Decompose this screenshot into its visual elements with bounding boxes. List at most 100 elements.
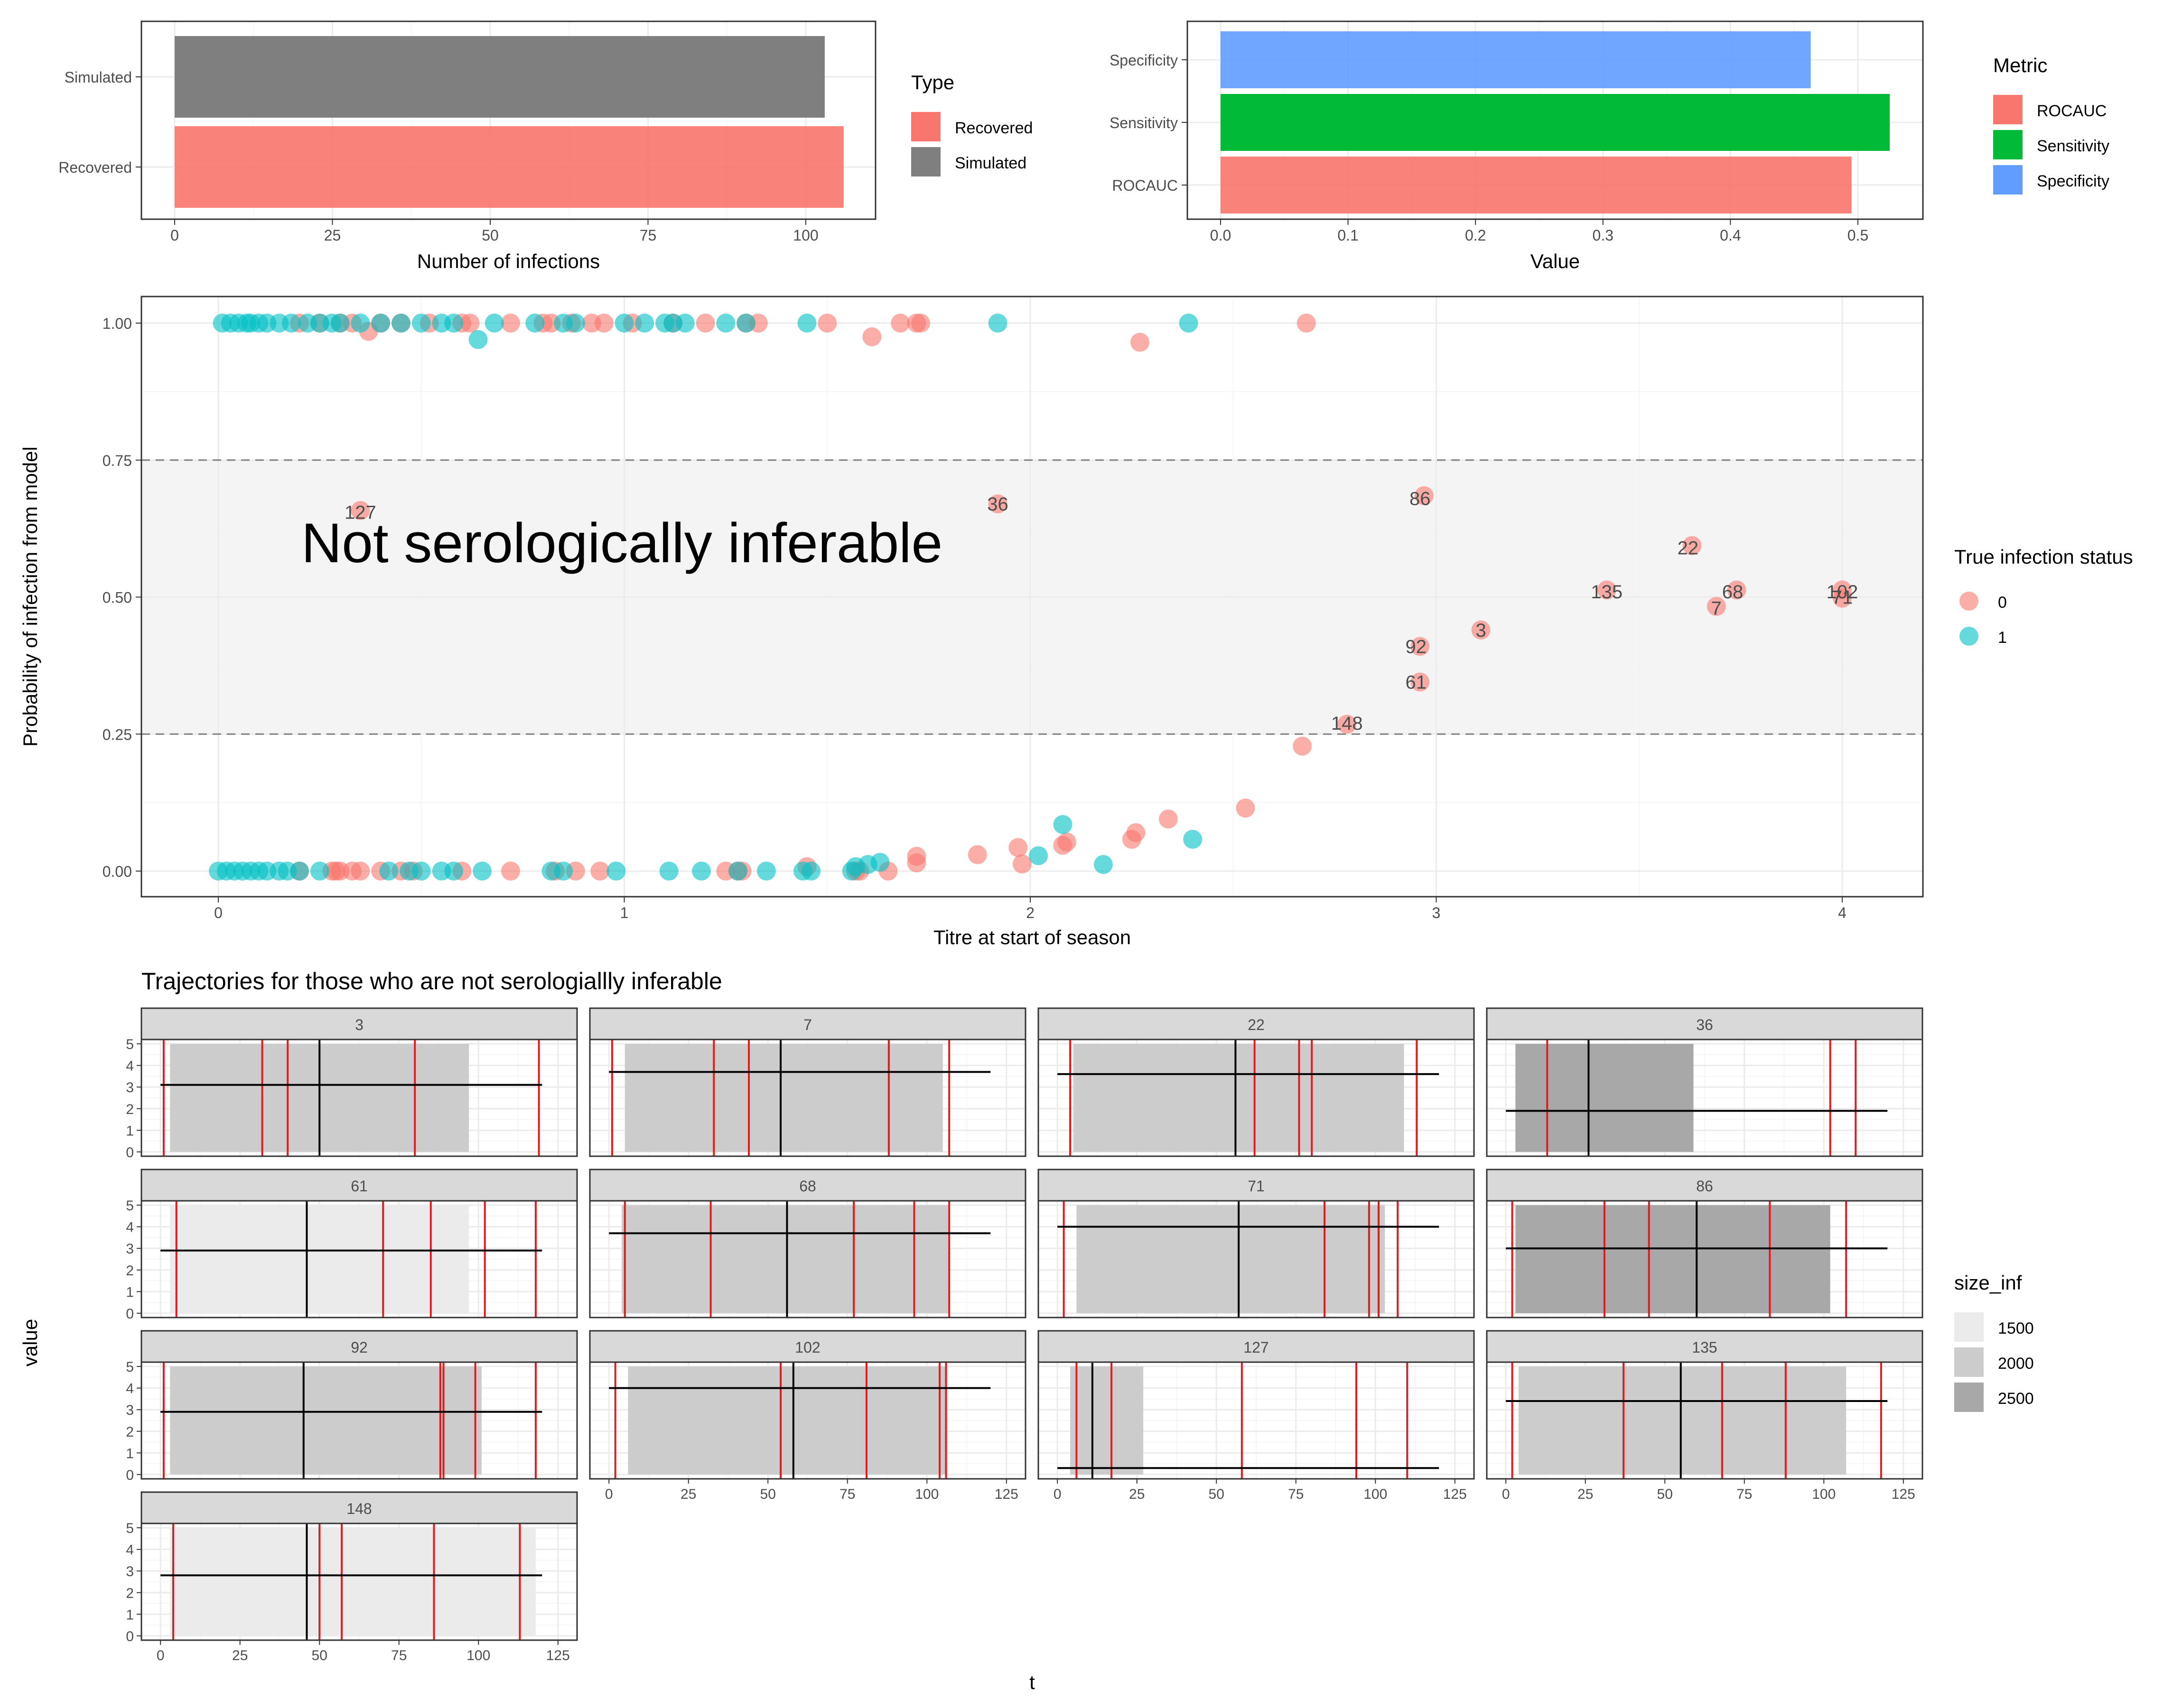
x-axis-title: Number of infections xyxy=(417,250,600,272)
tick-label-y: 5 xyxy=(126,1521,134,1536)
point-label: 36 xyxy=(987,494,1008,515)
tick-label-y: Simulated xyxy=(65,69,132,86)
tick-label-x: 100 xyxy=(1363,1486,1387,1502)
scatter-point-status-1 xyxy=(541,862,561,881)
scatter-point-status-0 xyxy=(460,314,480,333)
tick-label-y: 2 xyxy=(126,1424,134,1440)
tick-label-x: 25 xyxy=(324,227,341,244)
scatter-point-status-0 xyxy=(1236,798,1255,818)
scatter-point-status-0 xyxy=(1158,809,1178,829)
type-legend-key xyxy=(911,112,941,141)
facet-strip-label: 148 xyxy=(346,1500,372,1517)
tick-label-x: 0.0 xyxy=(1210,227,1231,244)
tick-label-y: 1 xyxy=(126,1284,134,1300)
scatter-point-status-0 xyxy=(1597,580,1616,600)
scatter-point-status-0 xyxy=(1130,333,1149,352)
scatter-point-status-0 xyxy=(907,853,926,873)
facet-strip xyxy=(1037,1169,1475,1202)
bar-specificity xyxy=(1221,31,1811,88)
size-inf-legend-key xyxy=(1954,1347,1984,1377)
size-inf-legend-label: 1500 xyxy=(1998,1319,2034,1337)
facet-panel-36: 36 xyxy=(1486,1007,1923,1157)
facet-strip-label: 61 xyxy=(351,1178,368,1195)
tick-label-y: 4 xyxy=(126,1542,134,1558)
tick-label-x: 75 xyxy=(640,227,657,244)
x-axis-title: Value xyxy=(1530,250,1580,272)
panel-border xyxy=(140,1522,578,1641)
panel-border xyxy=(1037,1361,1475,1480)
scatter-point-status-0 xyxy=(1008,838,1028,857)
facet-panel-135: 135 0 25 50 75 100 125 xyxy=(1486,1330,1923,1502)
tick-label-x: 0.2 xyxy=(1465,227,1486,244)
panel-border xyxy=(140,1039,578,1157)
facet-panel-86: 86 xyxy=(1486,1169,1923,1318)
facet-strip xyxy=(589,1169,1026,1202)
size-inf-rect xyxy=(1076,1205,1385,1313)
metrics-bar-chart: ROCAUC Sensitivity Specificity 0.0 0.1 0.2 0.3… xyxy=(1110,20,2109,272)
tick-label-x: 2 xyxy=(1026,904,1035,921)
metric-legend-label: Sensitivity xyxy=(2037,137,2109,155)
scatter-point-status-1 xyxy=(756,862,776,881)
scatter-point-status-1 xyxy=(209,862,228,881)
size-inf-legend-label: 2000 xyxy=(1998,1355,2034,1373)
tick-label-x: 0.3 xyxy=(1593,227,1613,244)
point-label: 86 xyxy=(1409,489,1431,510)
tick-label-y: 4 xyxy=(126,1220,134,1235)
scatter-point-status-0 xyxy=(1296,314,1316,333)
facet-strip xyxy=(1486,1007,1923,1040)
tick-label-x: 25 xyxy=(1129,1486,1145,1502)
size-inf-rect xyxy=(622,1205,950,1313)
infections-bar-chart: Recovered Simulated 0 25 50 75 100 Number of in… xyxy=(58,20,1033,272)
facet-strip-label: 7 xyxy=(803,1016,812,1033)
tick-label-y: 3 xyxy=(126,1241,134,1257)
scatter-point-status-0 xyxy=(1012,854,1032,873)
tick-label-y: 5 xyxy=(126,1359,134,1375)
scatter-point-status-1 xyxy=(566,314,585,333)
tick-label-x: 1 xyxy=(620,904,629,921)
bar-simulated xyxy=(175,36,825,118)
point-label: 102 xyxy=(1827,582,1858,603)
metric-legend-label: ROCAUC xyxy=(2037,102,2107,120)
tick-label-y: Specificity xyxy=(1110,52,1178,69)
tick-label-y: 2 xyxy=(126,1102,134,1117)
scatter-point-status-0 xyxy=(1707,597,1726,616)
tick-label-y: 0 xyxy=(126,1306,134,1322)
scatter-point-status-0 xyxy=(594,314,614,333)
scatter-point-status-1 xyxy=(1183,830,1203,849)
tick-label-x: 75 xyxy=(1288,1486,1304,1502)
panel-border xyxy=(1486,1200,1923,1318)
scatter-point-status-0 xyxy=(1053,835,1073,855)
panel-border xyxy=(1186,20,1924,220)
size-inf-rect xyxy=(1073,1044,1404,1152)
tick-label-x: 0 xyxy=(157,1648,165,1663)
scatter-point-status-1 xyxy=(797,314,817,333)
scatter-point-status-0 xyxy=(1410,637,1430,656)
type-legend-key xyxy=(911,147,941,176)
facet-strip-label: 22 xyxy=(1248,1016,1265,1033)
scatter-point-status-1 xyxy=(379,862,399,881)
scatter-point-status-1 xyxy=(606,862,626,881)
status-legend-title: True infection status xyxy=(1954,546,2133,568)
band-annotation: Not serologically inferable xyxy=(301,512,942,575)
scatter-point-status-1 xyxy=(400,862,419,881)
scatter-point-status-1 xyxy=(737,314,756,333)
tick-label-y: Recovered xyxy=(58,159,132,176)
panel-border xyxy=(140,20,877,220)
tick-label-x: 75 xyxy=(391,1648,407,1663)
scatter-point-status-1 xyxy=(1053,815,1073,834)
x-axis-title: t xyxy=(1029,1671,1035,1693)
scatter-point-status-0 xyxy=(1337,715,1357,734)
scatter-point-status-1 xyxy=(432,862,451,881)
tick-label-x: 25 xyxy=(681,1486,696,1502)
size-inf-rect xyxy=(170,1205,469,1313)
facet-strip xyxy=(589,1007,1026,1040)
trajectory-facets: Trajectories for those who are not serol… xyxy=(19,968,2034,1693)
tick-label-x: 0.1 xyxy=(1337,227,1358,244)
scatter-point-status-1 xyxy=(330,314,350,333)
tick-label-x: 50 xyxy=(482,227,499,244)
panel-border xyxy=(140,1361,578,1480)
facet-title: Trajectories for those who are not serol… xyxy=(141,968,722,994)
size-inf-rect xyxy=(1070,1366,1144,1475)
scatter-point-status-1 xyxy=(371,314,391,333)
